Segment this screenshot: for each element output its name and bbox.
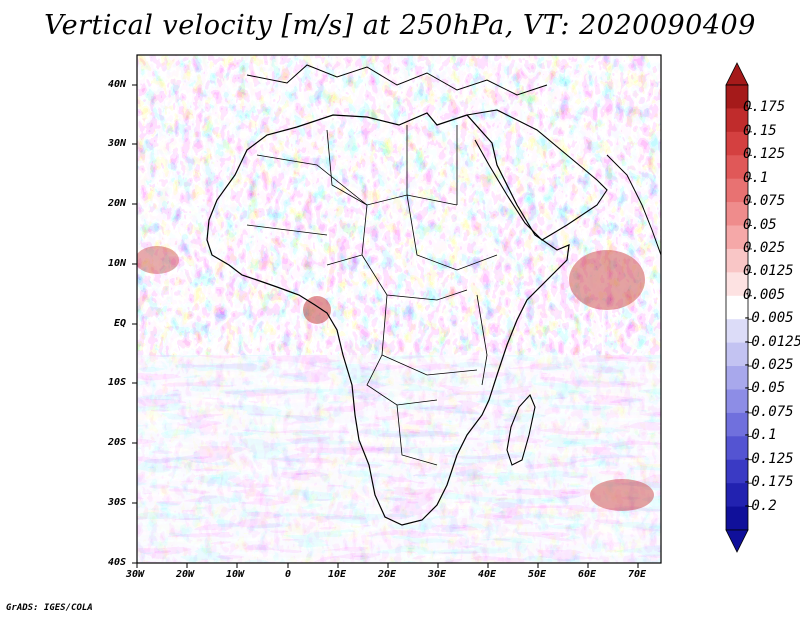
lon-label: 20E: [378, 569, 397, 580]
lon-label: 50E: [528, 569, 547, 580]
colorbar-segment: [726, 85, 748, 109]
lat-label: 10S: [108, 377, 127, 388]
colorbar-segment: [726, 295, 748, 320]
lat-label: 40N: [108, 79, 127, 90]
lon-label: 40E: [478, 569, 497, 580]
lon-label: 10E: [328, 569, 347, 580]
colorbar-level-label: -0.0125: [743, 333, 800, 350]
colorbar-segment: [726, 178, 748, 203]
lat-label: 20S: [108, 437, 127, 448]
colorbar-level-label: 0.15: [743, 122, 777, 139]
ascent-patch-south-indian: [590, 479, 654, 511]
colorbar-level-label: 0.075: [743, 193, 786, 210]
ascent-patch-arabian-sea: [569, 250, 645, 310]
colorbar-segment: [726, 155, 748, 180]
lon-label: 30W: [126, 569, 145, 580]
colorbar-segment: [726, 202, 748, 227]
colorbar-level-label: 0.0125: [743, 263, 794, 280]
colorbar-segment: [726, 366, 748, 390]
colorbar-segment: [726, 389, 748, 414]
colorbar-level-label: -0.075: [743, 403, 794, 420]
lon-label: 10W: [226, 569, 245, 580]
vertical-velocity-field: [135, 55, 662, 563]
colorbar-segment: [726, 248, 748, 273]
colorbar-segment: [726, 342, 748, 367]
colorbar-segment: [726, 506, 748, 531]
credit-text: GrADS: IGES/COLA: [6, 603, 93, 613]
colorbar-level-label: 0.05: [743, 216, 777, 233]
colorbar-segment: [726, 225, 748, 250]
lon-label: 20W: [176, 569, 195, 580]
lon-label: 60E: [578, 569, 597, 580]
colorbar-level-label: 0.025: [743, 239, 786, 256]
lat-label: 40S: [108, 557, 127, 568]
colorbar-segment: [726, 412, 748, 437]
lat-label: EQ: [114, 318, 127, 329]
colorbar-level-label: -0.05: [743, 380, 786, 397]
lon-ticks: [136, 563, 639, 568]
colorbar-level-label: 0.125: [743, 146, 786, 163]
colorbar-level-label: -0.025: [743, 357, 794, 374]
colorbar-segment: [726, 272, 748, 297]
lon-label: 70E: [628, 569, 647, 580]
lat-label: 20N: [108, 198, 127, 209]
lat-label: 30S: [108, 497, 127, 508]
colorbar-segment: [726, 108, 748, 133]
southern-ocean-streaks: [137, 355, 661, 563]
colorbar-level-label: 0.005: [743, 286, 786, 303]
colorbar-level-label: 0.1: [743, 169, 769, 186]
colorbar-segment: [726, 131, 748, 156]
lat-label: 30N: [108, 138, 127, 149]
lon-label: 30E: [428, 569, 447, 580]
colorbar-bottom-arrow: [725, 529, 749, 553]
colorbar-top-arrow: [725, 62, 749, 86]
lat-label: 10N: [108, 258, 127, 269]
ascent-patch-atlantic: [135, 246, 179, 274]
map-panel: [135, 55, 662, 563]
colorbar-segment: [726, 459, 748, 484]
colorbar-segment: [726, 436, 748, 461]
colorbar-level-label: -0.1: [743, 427, 777, 444]
colorbar: [725, 62, 752, 553]
colorbar-level-label: -0.175: [743, 474, 794, 491]
colorbar-level-label: 0.175: [743, 99, 786, 116]
colorbar-level-label: -0.2: [743, 497, 777, 514]
colorbar-level-label: -0.005: [743, 310, 794, 327]
colorbar-level-label: -0.125: [743, 450, 794, 467]
colorbar-segment: [726, 319, 748, 344]
chart-title: Vertical velocity [m/s] at 250hPa, VT: 2…: [44, 10, 756, 41]
colorbar-segment: [726, 483, 748, 508]
lon-label: 0: [285, 569, 292, 580]
